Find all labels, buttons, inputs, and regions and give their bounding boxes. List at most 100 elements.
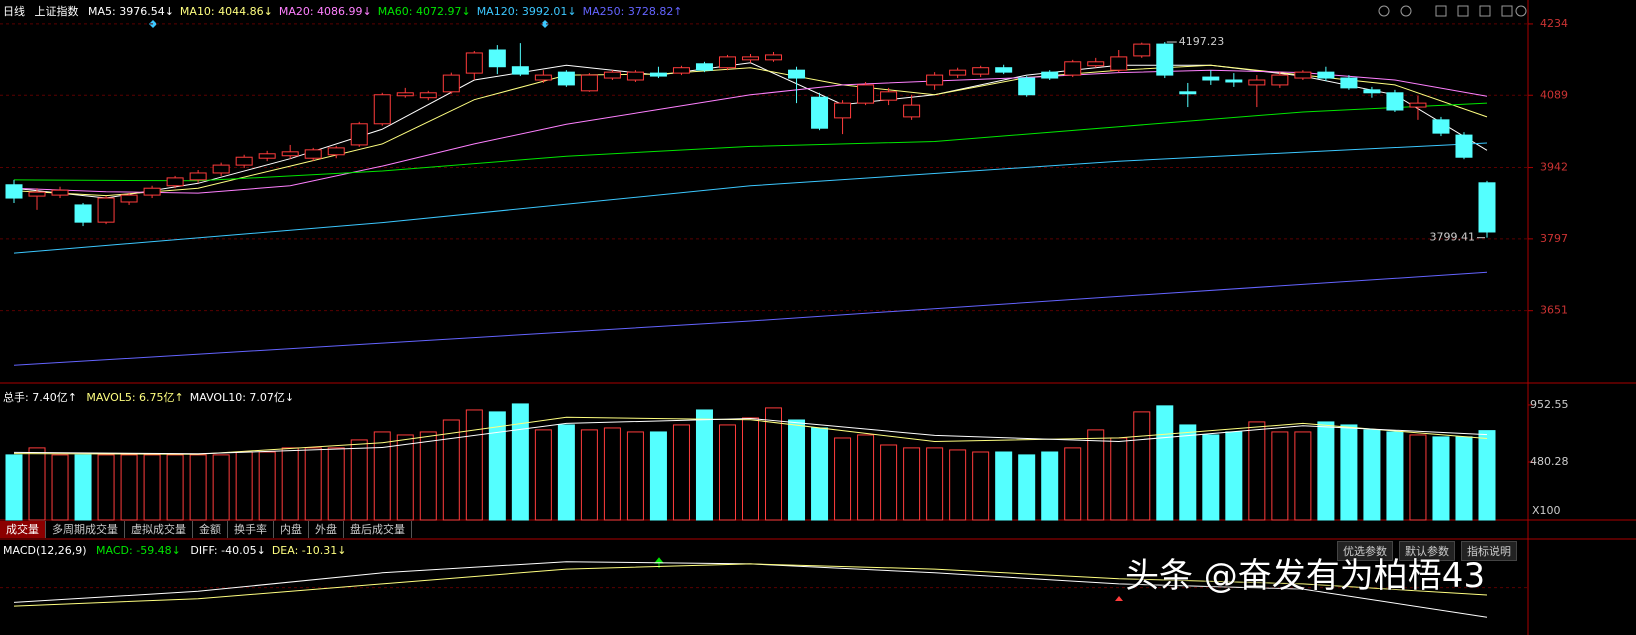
volume-bar <box>189 454 207 521</box>
volume-bar <box>1156 405 1174 521</box>
candle-body <box>327 147 345 156</box>
candle-body <box>1317 71 1335 79</box>
button[interactable]: 默认参数 <box>1399 541 1455 561</box>
candle-body <box>718 56 736 69</box>
volume-bar <box>1386 431 1404 521</box>
candle-body <box>788 69 806 79</box>
macd-label: DEA: -10.31↓ <box>271 544 347 557</box>
tab-bar: 成交量 多周期成交量 虚拟成交量 金额 换手率 内盘 外盘 盘后成交量 <box>0 521 412 538</box>
volume-bar <box>1409 434 1427 521</box>
candle-body <box>903 104 921 118</box>
volume-bar <box>1271 431 1289 521</box>
volume-bar <box>212 454 230 521</box>
candle-body <box>695 63 713 71</box>
candle-body <box>51 189 69 196</box>
volume-bar <box>1064 447 1082 521</box>
tab[interactable]: 换手率 <box>228 521 274 538</box>
volume-bar <box>1202 434 1220 521</box>
volume-bar <box>120 454 138 521</box>
volume-bar <box>1248 421 1266 521</box>
candle-body <box>1478 182 1496 233</box>
y-tick-label: 3942 <box>1540 161 1568 174</box>
period: 日线 <box>3 5 25 18</box>
volume-bar <box>1225 431 1243 521</box>
candle-body <box>1087 61 1105 67</box>
volume-bar <box>903 447 921 521</box>
candle-body <box>649 72 667 77</box>
mavol-line <box>13 417 1488 455</box>
volume-bar <box>1455 436 1473 521</box>
volume-bar <box>488 411 506 521</box>
tab[interactable]: 盘后成交量 <box>344 521 412 538</box>
candle-body <box>1409 102 1427 108</box>
candle-body <box>1294 71 1312 79</box>
candle-body <box>811 96 829 129</box>
volume-bar <box>649 431 667 521</box>
volume-bar <box>1294 431 1312 521</box>
tab[interactable]: 多周期成交量 <box>46 521 125 538</box>
high-label: 4197.23 <box>1179 35 1225 48</box>
ma-label: MA60: 4072.97↓ <box>377 5 471 18</box>
candle-body <box>212 164 230 174</box>
candle-body <box>97 197 115 223</box>
tab[interactable]: 虚拟成交量 <box>125 521 193 538</box>
button[interactable]: 指标说明 <box>1461 541 1517 561</box>
candle-body <box>1133 43 1151 57</box>
volume-bar <box>603 427 621 521</box>
candle-body <box>1018 77 1036 96</box>
candle-body <box>5 184 23 199</box>
button[interactable]: 优选参数 <box>1337 541 1393 561</box>
y-tick-label: 4089 <box>1540 88 1568 101</box>
button-bar: 优选参数 默认参数 指标说明 <box>1337 541 1517 561</box>
low-label: 3799.41 <box>1430 231 1476 244</box>
candle-body <box>143 187 161 196</box>
volume-bar <box>419 431 437 521</box>
unit-label: X100 <box>1532 504 1561 517</box>
candle-body <box>189 172 207 181</box>
candle-body <box>1202 76 1220 81</box>
volume-bar <box>672 424 690 521</box>
candle-body <box>373 94 391 125</box>
volume-bar <box>28 447 46 521</box>
candle-body <box>834 102 852 119</box>
y-tick-label: 952.55 <box>1530 398 1569 411</box>
volume-bar <box>465 409 483 521</box>
candle-body <box>281 151 299 157</box>
y-tick-label: 3797 <box>1540 232 1568 245</box>
candle-body <box>765 54 783 61</box>
volume-bar <box>1363 429 1381 521</box>
volume-bar <box>788 419 806 521</box>
candle-body <box>1064 61 1082 76</box>
mavol-label: MAVOL10: 7.07亿↓ <box>189 391 295 404</box>
ma-label: MA5: 3976.54↓ <box>88 5 174 18</box>
candle-body <box>166 177 184 187</box>
candle-body <box>258 153 276 159</box>
ma-label: MA20: 4086.99↓ <box>278 5 372 18</box>
candle-body <box>1455 134 1473 158</box>
volume-bar <box>143 454 161 521</box>
y-tick-label: 480.28 <box>1530 455 1569 468</box>
tab[interactable]: 内盘 <box>274 521 309 538</box>
candle-body <box>603 71 621 79</box>
candle-body <box>1041 71 1059 79</box>
volume-bar <box>580 429 598 521</box>
symbol: 上证指数 <box>34 5 79 18</box>
tab[interactable]: 成交量 <box>0 521 46 538</box>
macd-title: MACD(12,26,9) <box>3 544 87 557</box>
volume-bar <box>1087 429 1105 521</box>
volume-bar <box>742 417 759 521</box>
macd-line <box>13 563 1488 607</box>
candle-body <box>1110 56 1128 71</box>
candle-body <box>1179 91 1197 95</box>
candle-body <box>235 156 253 166</box>
volume-header: 总手: 7.40亿↑ MAVOL5: 6.75亿↑ MAVOL10: 7.07亿↓ <box>3 389 300 405</box>
y-tick-label: 3651 <box>1540 304 1568 317</box>
tab[interactable]: 外盘 <box>309 521 344 538</box>
candle-body <box>626 71 644 81</box>
tab[interactable]: 金额 <box>193 521 228 538</box>
toolbar-icons <box>1378 5 1527 17</box>
candle-body <box>1386 92 1404 111</box>
price-header: 日线 上证指数 MA5: 3976.54↓ MA10: 4044.86↓ MA20:… <box>3 3 689 19</box>
volume-bar <box>304 447 322 521</box>
